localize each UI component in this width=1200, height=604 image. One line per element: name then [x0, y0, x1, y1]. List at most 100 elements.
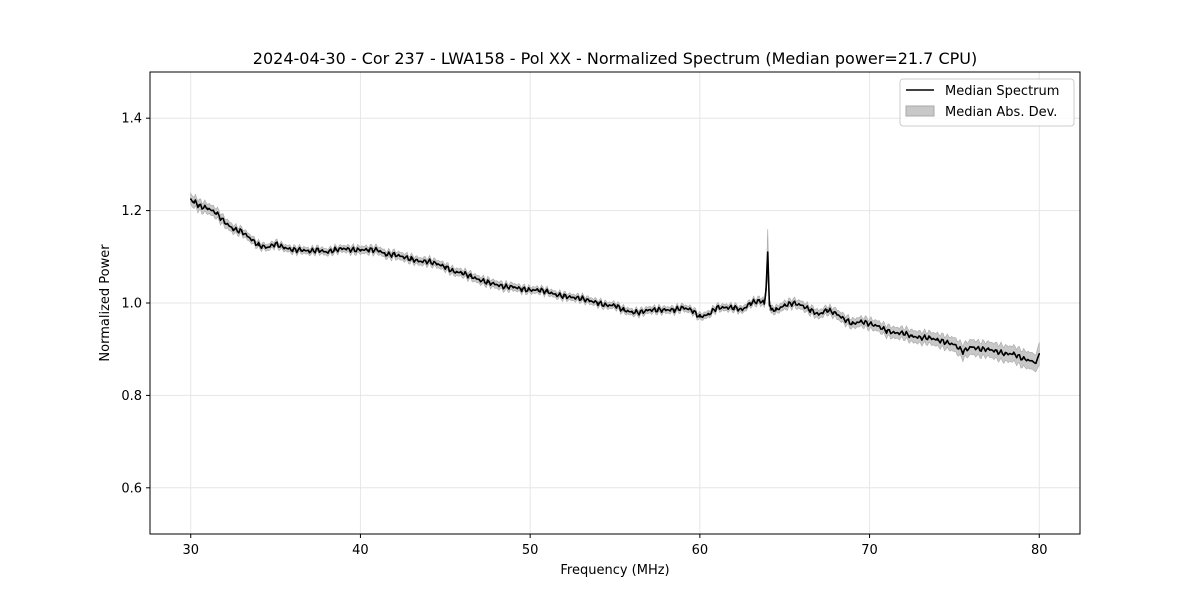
spectrum-point	[393, 253, 396, 256]
legend-label-mad: Median Abs. Dev.	[945, 105, 1057, 120]
spectrum-point	[571, 296, 574, 299]
spectrum-point	[936, 339, 939, 341]
spectrum-point	[206, 207, 209, 210]
spectrum-point	[215, 212, 217, 214]
spectrum-point	[770, 309, 772, 311]
spectrum-point	[1013, 353, 1015, 355]
spectrum-point	[402, 255, 404, 258]
spectrum-point	[232, 228, 234, 230]
y-tick-label: 0.8	[121, 389, 142, 404]
spectrum-point	[1038, 353, 1041, 355]
spectrum-point	[894, 332, 896, 334]
spectrum-point	[193, 200, 195, 203]
spectrum-point	[919, 336, 922, 339]
spectrum-point	[444, 266, 447, 268]
spectrum-point	[240, 230, 243, 233]
spectrum-point	[580, 297, 582, 300]
spectrum-point	[741, 309, 744, 311]
spectrum-point	[809, 309, 811, 311]
spectrum-point	[1035, 362, 1037, 364]
spectrum-point	[733, 306, 735, 309]
spectrum-point	[724, 306, 727, 309]
x-axis-label: Frequency (MHz)	[560, 563, 669, 578]
spectrum-point	[461, 272, 464, 274]
y-ticks: 0.6 0.8 1.0 1.2 1.4	[121, 112, 150, 496]
y-axis-label: Normalized Power	[98, 244, 113, 362]
spectrum-point	[877, 325, 879, 327]
x-tick-label: 50	[522, 543, 539, 558]
y-tick-label: 1.0	[121, 297, 142, 312]
spectrum-point	[520, 288, 523, 290]
mad-band	[190, 192, 1040, 373]
spectrum-point	[979, 348, 981, 351]
x-tick-label: 30	[182, 543, 199, 558]
spectrum-point	[283, 246, 285, 249]
mad-band-layer	[190, 192, 1040, 373]
spectrum-point	[588, 299, 591, 302]
x-tick-label: 40	[352, 543, 369, 558]
spectrum-point	[690, 309, 693, 311]
spectrum-point	[656, 309, 659, 311]
spectrum-point	[834, 312, 837, 314]
spectrum-point	[766, 251, 769, 253]
spectrum-point	[911, 335, 913, 338]
x-ticks: 30 40 50 60 70 80	[182, 534, 1048, 558]
spectrum-point	[368, 249, 370, 251]
spectrum-point	[189, 198, 192, 200]
spectrum-point	[249, 237, 251, 240]
median-spectrum-line	[190, 198, 1041, 365]
spectrum-point	[843, 318, 845, 320]
spectrum-point	[495, 283, 498, 286]
spectrum-point	[503, 286, 506, 288]
spectrum-point	[860, 320, 862, 323]
spectrum-point	[945, 341, 947, 344]
spectrum-point	[198, 205, 201, 207]
spectrum-point	[631, 311, 633, 314]
spectrum-point	[749, 302, 752, 304]
spectrum-point	[1021, 357, 1024, 360]
legend-label-median: Median Spectrum	[945, 84, 1059, 99]
spectrum-point	[902, 332, 905, 334]
y-tick-label: 1.2	[121, 204, 142, 219]
spectrum-point	[469, 275, 472, 278]
spectrum-point	[758, 299, 761, 302]
spectrum-point	[665, 309, 667, 311]
spectrum-point	[486, 281, 489, 284]
spectrum-point	[775, 309, 778, 311]
spectrum-point	[970, 346, 973, 348]
spectrum-point	[308, 250, 311, 253]
spectrum-point	[291, 249, 294, 251]
spectrum-point	[554, 293, 557, 296]
spectrum-point	[376, 249, 379, 251]
spectrum-point	[351, 249, 353, 251]
spectrum-point	[763, 302, 766, 304]
spectrum-point	[928, 336, 930, 339]
spectrum-point	[622, 309, 625, 311]
spectrum-point	[885, 329, 888, 332]
spectrum-point	[768, 302, 771, 304]
spectrum-point	[452, 270, 455, 273]
spectrum-point	[1029, 359, 1032, 362]
spectrum-point	[987, 348, 990, 351]
spectrum-point	[300, 249, 302, 251]
spectrum-point	[529, 289, 531, 291]
spectrum-point	[546, 290, 548, 293]
spectrum-point	[410, 258, 413, 260]
spectrum-point	[817, 313, 820, 316]
spectrum-point	[673, 309, 676, 311]
spectrum-point	[334, 249, 336, 251]
spectrum-point	[868, 322, 871, 325]
x-tick-label: 70	[861, 543, 878, 558]
y-tick-label: 0.6	[121, 481, 142, 496]
spectrum-point	[342, 247, 345, 250]
spectrum-point	[537, 289, 540, 291]
spectrum-point	[359, 249, 362, 251]
spectrum-point	[716, 306, 718, 309]
x-tick-label: 60	[692, 543, 709, 558]
spectrum-point	[427, 260, 430, 263]
spectrum-point	[996, 350, 998, 353]
spectrum-point	[257, 244, 260, 247]
x-tick-label: 80	[1031, 543, 1048, 558]
spectrum-point	[512, 286, 514, 288]
spectrum-point	[563, 295, 565, 297]
